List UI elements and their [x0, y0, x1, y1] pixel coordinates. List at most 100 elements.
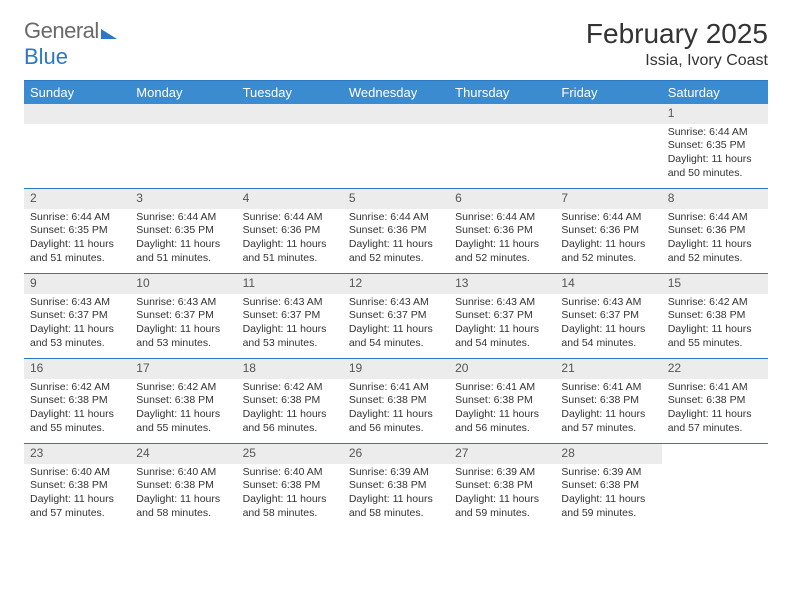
daylight-line: Daylight: 11 hours and 52 minutes.	[349, 238, 443, 265]
day-cell: 24Sunrise: 6:40 AMSunset: 6:38 PMDayligh…	[130, 444, 236, 528]
empty-cell	[662, 444, 768, 528]
sunrise-line: Sunrise: 6:43 AM	[349, 296, 443, 310]
sunset-line: Sunset: 6:35 PM	[668, 139, 762, 153]
daylight-line: Daylight: 11 hours and 58 minutes.	[136, 493, 230, 520]
day-number: 4	[237, 189, 343, 209]
sunset-line: Sunset: 6:37 PM	[455, 309, 549, 323]
sunset-line: Sunset: 6:38 PM	[349, 479, 443, 493]
daylight-line: Daylight: 11 hours and 55 minutes.	[136, 408, 230, 435]
day-cell: 22Sunrise: 6:41 AMSunset: 6:38 PMDayligh…	[662, 359, 768, 443]
daylight-line: Daylight: 11 hours and 52 minutes.	[561, 238, 655, 265]
day-number: 21	[555, 359, 661, 379]
sunset-line: Sunset: 6:38 PM	[136, 479, 230, 493]
day-number: 17	[130, 359, 236, 379]
day-number: 3	[130, 189, 236, 209]
day-cell: 23Sunrise: 6:40 AMSunset: 6:38 PMDayligh…	[24, 444, 130, 528]
day-cell: 14Sunrise: 6:43 AMSunset: 6:37 PMDayligh…	[555, 274, 661, 358]
empty-cell	[237, 104, 343, 188]
daylight-line: Daylight: 11 hours and 57 minutes.	[668, 408, 762, 435]
sunrise-line: Sunrise: 6:43 AM	[243, 296, 337, 310]
day-body: Sunrise: 6:44 AMSunset: 6:36 PMDaylight:…	[555, 209, 661, 272]
day-number: 27	[449, 444, 555, 464]
daylight-line: Daylight: 11 hours and 59 minutes.	[561, 493, 655, 520]
sunrise-line: Sunrise: 6:41 AM	[561, 381, 655, 395]
calendar-body: 1Sunrise: 6:44 AMSunset: 6:35 PMDaylight…	[24, 104, 768, 528]
week-row: 1Sunrise: 6:44 AMSunset: 6:35 PMDaylight…	[24, 104, 768, 189]
day-number: 6	[449, 189, 555, 209]
daylight-line: Daylight: 11 hours and 51 minutes.	[243, 238, 337, 265]
day-body: Sunrise: 6:44 AMSunset: 6:35 PMDaylight:…	[130, 209, 236, 272]
sunrise-line: Sunrise: 6:39 AM	[455, 466, 549, 480]
sunset-line: Sunset: 6:38 PM	[561, 479, 655, 493]
day-cell: 15Sunrise: 6:42 AMSunset: 6:38 PMDayligh…	[662, 274, 768, 358]
day-cell: 19Sunrise: 6:41 AMSunset: 6:38 PMDayligh…	[343, 359, 449, 443]
day-body: Sunrise: 6:42 AMSunset: 6:38 PMDaylight:…	[130, 379, 236, 442]
day-cell: 6Sunrise: 6:44 AMSunset: 6:36 PMDaylight…	[449, 189, 555, 273]
day-cell: 10Sunrise: 6:43 AMSunset: 6:37 PMDayligh…	[130, 274, 236, 358]
day-body: Sunrise: 6:41 AMSunset: 6:38 PMDaylight:…	[449, 379, 555, 442]
title-block: February 2025 Issia, Ivory Coast	[586, 18, 768, 70]
calendar: SundayMondayTuesdayWednesdayThursdayFrid…	[24, 80, 768, 528]
day-body: Sunrise: 6:40 AMSunset: 6:38 PMDaylight:…	[130, 464, 236, 527]
day-body: Sunrise: 6:44 AMSunset: 6:36 PMDaylight:…	[449, 209, 555, 272]
day-cell: 17Sunrise: 6:42 AMSunset: 6:38 PMDayligh…	[130, 359, 236, 443]
daynum-bar	[555, 104, 661, 124]
day-cell: 5Sunrise: 6:44 AMSunset: 6:36 PMDaylight…	[343, 189, 449, 273]
sunrise-line: Sunrise: 6:43 AM	[30, 296, 124, 310]
day-body: Sunrise: 6:44 AMSunset: 6:36 PMDaylight:…	[237, 209, 343, 272]
sunrise-line: Sunrise: 6:40 AM	[136, 466, 230, 480]
sunrise-line: Sunrise: 6:43 AM	[561, 296, 655, 310]
header: General February 2025 Issia, Ivory Coast	[24, 18, 768, 70]
sunrise-line: Sunrise: 6:42 AM	[243, 381, 337, 395]
daylight-line: Daylight: 11 hours and 51 minutes.	[136, 238, 230, 265]
day-cell: 26Sunrise: 6:39 AMSunset: 6:38 PMDayligh…	[343, 444, 449, 528]
sunset-line: Sunset: 6:36 PM	[668, 224, 762, 238]
daylight-line: Daylight: 11 hours and 54 minutes.	[349, 323, 443, 350]
day-cell: 28Sunrise: 6:39 AMSunset: 6:38 PMDayligh…	[555, 444, 661, 528]
daynum-bar	[343, 104, 449, 124]
sunrise-line: Sunrise: 6:39 AM	[349, 466, 443, 480]
day-number: 23	[24, 444, 130, 464]
day-number: 2	[24, 189, 130, 209]
day-number: 11	[237, 274, 343, 294]
day-number: 24	[130, 444, 236, 464]
day-body: Sunrise: 6:43 AMSunset: 6:37 PMDaylight:…	[343, 294, 449, 357]
daylight-line: Daylight: 11 hours and 53 minutes.	[136, 323, 230, 350]
sunset-line: Sunset: 6:38 PM	[243, 394, 337, 408]
day-cell: 20Sunrise: 6:41 AMSunset: 6:38 PMDayligh…	[449, 359, 555, 443]
dow-cell: Tuesday	[237, 81, 343, 104]
daylight-line: Daylight: 11 hours and 50 minutes.	[668, 153, 762, 180]
day-body: Sunrise: 6:44 AMSunset: 6:36 PMDaylight:…	[343, 209, 449, 272]
week-row: 9Sunrise: 6:43 AMSunset: 6:37 PMDaylight…	[24, 274, 768, 359]
day-body: Sunrise: 6:39 AMSunset: 6:38 PMDaylight:…	[449, 464, 555, 527]
day-body: Sunrise: 6:44 AMSunset: 6:35 PMDaylight:…	[662, 124, 768, 187]
sunrise-line: Sunrise: 6:44 AM	[243, 211, 337, 225]
day-number: 10	[130, 274, 236, 294]
day-number: 18	[237, 359, 343, 379]
day-number: 9	[24, 274, 130, 294]
day-cell: 2Sunrise: 6:44 AMSunset: 6:35 PMDaylight…	[24, 189, 130, 273]
daylight-line: Daylight: 11 hours and 51 minutes.	[30, 238, 124, 265]
month-title: February 2025	[586, 18, 768, 50]
sunset-line: Sunset: 6:38 PM	[668, 309, 762, 323]
sunset-line: Sunset: 6:35 PM	[136, 224, 230, 238]
empty-cell	[555, 104, 661, 188]
day-body: Sunrise: 6:41 AMSunset: 6:38 PMDaylight:…	[662, 379, 768, 442]
day-number: 7	[555, 189, 661, 209]
sunrise-line: Sunrise: 6:39 AM	[561, 466, 655, 480]
sunset-line: Sunset: 6:37 PM	[349, 309, 443, 323]
daynum-bar	[449, 104, 555, 124]
daylight-line: Daylight: 11 hours and 54 minutes.	[561, 323, 655, 350]
daylight-line: Daylight: 11 hours and 59 minutes.	[455, 493, 549, 520]
day-body: Sunrise: 6:43 AMSunset: 6:37 PMDaylight:…	[555, 294, 661, 357]
day-number: 12	[343, 274, 449, 294]
daylight-line: Daylight: 11 hours and 58 minutes.	[349, 493, 443, 520]
daylight-line: Daylight: 11 hours and 52 minutes.	[668, 238, 762, 265]
daynum-bar	[130, 104, 236, 124]
daylight-line: Daylight: 11 hours and 54 minutes.	[455, 323, 549, 350]
day-body: Sunrise: 6:41 AMSunset: 6:38 PMDaylight:…	[343, 379, 449, 442]
day-cell: 27Sunrise: 6:39 AMSunset: 6:38 PMDayligh…	[449, 444, 555, 528]
sunset-line: Sunset: 6:36 PM	[455, 224, 549, 238]
day-number: 8	[662, 189, 768, 209]
brand-word1: General	[24, 18, 99, 44]
